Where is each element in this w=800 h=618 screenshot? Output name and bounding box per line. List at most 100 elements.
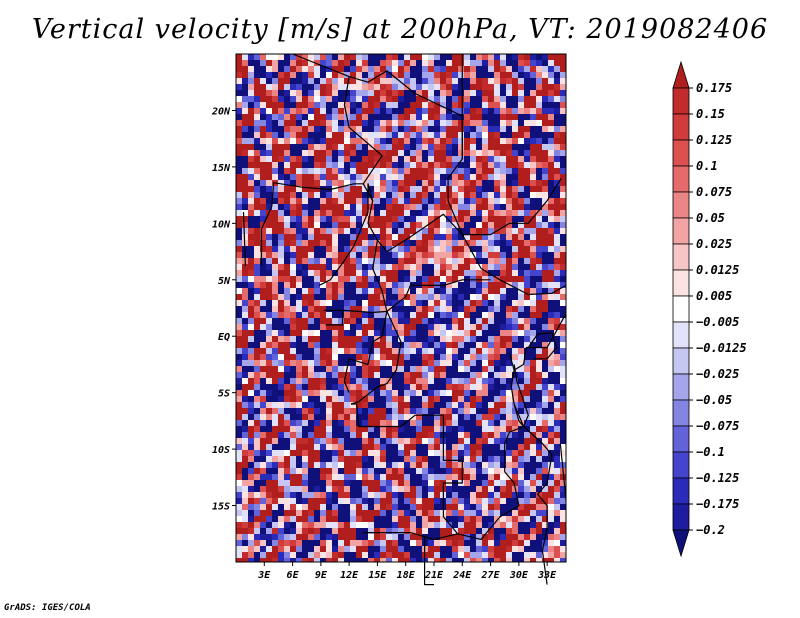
field-cell (350, 66, 357, 73)
field-cell (290, 492, 297, 499)
field-cell (362, 156, 369, 163)
field-cell (446, 468, 453, 475)
field-cell (398, 60, 405, 67)
field-cell (440, 114, 447, 121)
field-cell (416, 546, 423, 553)
field-cell (296, 240, 303, 247)
field-cell (560, 204, 567, 211)
field-cell (272, 120, 279, 127)
field-cell (332, 252, 339, 259)
field-cell (512, 258, 519, 265)
field-cell (314, 324, 321, 331)
field-cell (530, 396, 537, 403)
field-cell (374, 390, 381, 397)
field-cell (494, 138, 501, 145)
field-cell (344, 228, 351, 235)
field-cell (380, 234, 387, 241)
colorbar-swatch (672, 139, 690, 167)
field-cell (470, 312, 477, 319)
field-cell (500, 264, 507, 271)
field-cell (302, 462, 309, 469)
field-cell (506, 60, 513, 67)
field-cell (422, 288, 429, 295)
field-cell (254, 522, 261, 529)
field-cell (416, 54, 423, 61)
field-cell (452, 408, 459, 415)
field-cell (350, 510, 357, 517)
field-cell (350, 282, 357, 289)
field-cell (548, 498, 555, 505)
border-line (490, 177, 562, 236)
field-cell (326, 486, 333, 493)
field-cell (356, 192, 363, 199)
field-cell (236, 102, 243, 109)
field-cell (542, 132, 549, 139)
field-cell (494, 480, 501, 487)
field-cell (518, 492, 525, 499)
field-cell (404, 150, 411, 157)
field-cell (560, 420, 567, 427)
field-cell (254, 186, 261, 193)
field-cell (536, 354, 543, 361)
field-cell (374, 534, 381, 541)
field-cell (530, 246, 537, 253)
field-cell (422, 552, 429, 559)
field-cell (470, 372, 477, 379)
field-cell (482, 114, 489, 121)
field-cell (266, 474, 273, 481)
field-cell (320, 246, 327, 253)
field-cell (554, 372, 561, 379)
field-cell (470, 120, 477, 127)
field-cell (452, 78, 459, 85)
field-cell (428, 252, 435, 259)
field-cell (548, 78, 555, 85)
field-cell (284, 180, 291, 187)
field-cell (398, 192, 405, 199)
field-cell (518, 294, 525, 301)
field-cell (410, 444, 417, 451)
field-cell (470, 264, 477, 271)
field-cell (272, 186, 279, 193)
field-cell (296, 102, 303, 109)
field-cell (446, 60, 453, 67)
field-cell (446, 102, 453, 109)
field-cell (248, 156, 255, 163)
field-cell (398, 498, 405, 505)
field-cell (320, 492, 327, 499)
field-cell (524, 198, 531, 205)
field-cell (302, 174, 309, 181)
field-cell (476, 318, 483, 325)
field-cell (290, 264, 297, 271)
field-cell (278, 270, 285, 277)
field-cell (302, 234, 309, 241)
field-cell (356, 72, 363, 79)
field-cell (260, 66, 267, 73)
field-cell (452, 312, 459, 319)
field-cell (476, 240, 483, 247)
field-cell (380, 450, 387, 457)
field-cell (254, 66, 261, 73)
field-cell (266, 264, 273, 271)
field-cell (494, 390, 501, 397)
field-cell (308, 222, 315, 229)
field-cell (416, 180, 423, 187)
field-cell (296, 234, 303, 241)
field-cell (356, 120, 363, 127)
field-cell (428, 504, 435, 511)
field-cell (542, 108, 549, 115)
field-cell (326, 60, 333, 67)
field-cell (236, 540, 243, 547)
field-cell (302, 54, 309, 61)
field-cell (374, 60, 381, 67)
field-cell (410, 378, 417, 385)
field-cell (476, 306, 483, 313)
colorbar-label: 0.175 (696, 81, 732, 95)
field-cell (500, 384, 507, 391)
field-cell (440, 270, 447, 277)
field-cell (236, 438, 243, 445)
field-cell (512, 150, 519, 157)
field-cell (332, 108, 339, 115)
field-cell (350, 492, 357, 499)
field-cell (296, 288, 303, 295)
field-cell (392, 294, 399, 301)
